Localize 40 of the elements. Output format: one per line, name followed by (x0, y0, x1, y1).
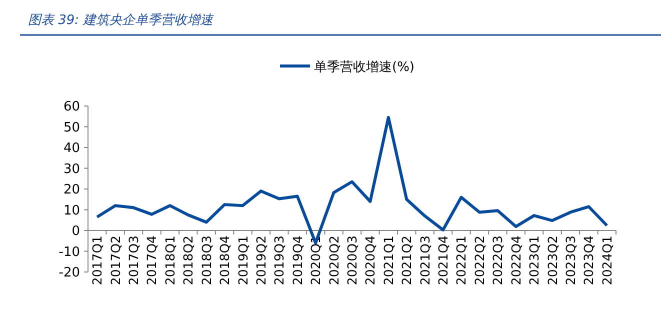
x-tick-label: 2019Q2 (253, 236, 268, 286)
x-tick-label: 2017Q1 (90, 236, 105, 286)
y-tick-label: -20 (58, 266, 80, 280)
x-tick-label: 2019Q3 (272, 236, 287, 286)
x-tick-label: 2022Q2 (472, 236, 487, 286)
y-tick-label: 30 (63, 162, 80, 177)
title: 图表 39: 建筑央企单季营收增速 (28, 13, 214, 28)
y-tick-label: 50 (63, 120, 80, 136)
x-tick-label: 2023Q3 (562, 236, 578, 286)
y-tick-label: 10 (63, 203, 80, 218)
x-tick-label: 2018Q2 (180, 236, 196, 286)
y-tick-label: -10 (58, 244, 80, 260)
x-tick-label: 2021Q2 (399, 236, 414, 286)
x-tick-label: 2023Q2 (544, 236, 560, 286)
x-tick-label: 2019Q1 (235, 236, 250, 286)
legend-label: 单季营收增速(%) (314, 60, 414, 75)
x-tick-label: 2020Q3 (344, 236, 360, 286)
y-tick-label: 40 (63, 141, 80, 156)
x-tick-label: 2017Q2 (108, 236, 123, 286)
x-tick-label: 2021Q1 (380, 236, 396, 286)
x-tick-label: 2018Q4 (217, 235, 232, 286)
x-tick-label: 2017Q3 (126, 236, 142, 286)
x-tick-label: 2024Q1 (599, 236, 614, 286)
x-tick-label: 2020Q4 (362, 235, 378, 286)
x-tick-label: 2023Q1 (526, 236, 542, 286)
x-tick-label: 2022Q4 (508, 235, 524, 286)
y-tick-label: 20 (63, 182, 80, 198)
x-tick-label: 2018Q3 (198, 236, 214, 286)
x-tick-label: 2020Q1 (308, 236, 324, 286)
x-tick-label: 2019Q4 (290, 235, 305, 286)
x-tick-label: 2022Q3 (490, 236, 506, 286)
x-tick-label: 2020Q2 (326, 236, 342, 286)
y-tick-label: 0 (72, 224, 80, 239)
y-tick-label: 60 (63, 100, 80, 114)
x-tick-label: 2022Q1 (454, 236, 469, 286)
x-tick-label: 2023Q4 (581, 235, 596, 286)
x-tick-label: 2018Q1 (162, 236, 178, 286)
x-tick-label: 2021Q3 (417, 236, 432, 286)
x-tick-label: 2021Q4 (436, 235, 451, 286)
x-tick-label: 2017Q4 (144, 235, 160, 286)
